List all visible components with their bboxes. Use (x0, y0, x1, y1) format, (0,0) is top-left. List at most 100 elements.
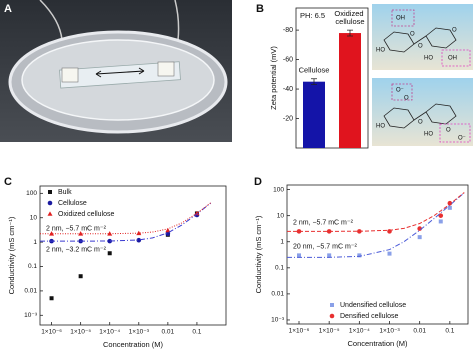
atom-label: OH (448, 56, 457, 62)
y-tick-label: -20 (283, 115, 293, 122)
bar (339, 33, 361, 149)
data-point (447, 200, 453, 206)
x-tick-label: 1×10⁻⁶ (41, 329, 62, 336)
photo (0, 0, 232, 142)
plot-frame (295, 7, 369, 149)
data-point (447, 205, 452, 210)
panel-label: A (4, 3, 12, 15)
atom-label: OH (396, 16, 405, 22)
atom-label: HO (424, 56, 433, 62)
panel-label: B (256, 3, 264, 15)
panel-label: C (4, 176, 12, 188)
x-tick-label: 1×10⁻³ (379, 328, 400, 335)
plot-area (40, 202, 212, 301)
x-tick-label: 1×10⁻⁴ (349, 328, 370, 335)
annotation: 2 nm, −5.7 mC m⁻² (46, 225, 107, 232)
atom-label: O (452, 28, 457, 34)
structure: HO OH O O HO OH O (372, 4, 473, 70)
x-tick-label: 1×10⁻³ (129, 329, 150, 336)
atom-label: O⁻ (396, 88, 404, 94)
annotation: 2 nm, −5.7 mC m⁻² (293, 219, 354, 226)
data-point (107, 238, 113, 244)
atom-label: O (418, 120, 423, 126)
plot-area (287, 192, 465, 258)
panel-label: D (254, 176, 262, 188)
data-point (107, 231, 113, 236)
atom-label: O⁻ (458, 136, 466, 142)
atom-label: O (446, 128, 451, 134)
fit-curve (40, 202, 212, 242)
data-point (327, 253, 332, 258)
atom-label: O (410, 32, 415, 38)
x-axis-title: Concentration (M) (347, 339, 408, 348)
y-tick-label: 10 (277, 212, 285, 219)
y-tick-label: 10⁻³ (24, 312, 38, 319)
atom-label: O (418, 44, 423, 50)
data-point (438, 213, 444, 218)
fit-curve (287, 192, 465, 258)
y-tick-label: -40 (283, 86, 293, 93)
data-point (417, 235, 422, 240)
plot-frame (39, 185, 227, 326)
annotation: 2 nm, −3.2 mC m⁻² (46, 246, 107, 253)
data-point (136, 237, 142, 243)
y-tick-label: 10 (30, 214, 38, 221)
x-tick-label: 0.1 (192, 329, 201, 336)
plot-frame (286, 184, 469, 325)
y-tick-label: 0.1 (275, 265, 284, 272)
y-tick-label: 0.1 (28, 263, 37, 270)
y-axis-title: Conductivity (mS cm⁻¹) (7, 216, 16, 294)
x-tick-label: 1×10⁻⁴ (99, 329, 120, 336)
data-point (49, 296, 54, 301)
legend-label: Cellulose (58, 200, 87, 207)
y-tick-label: -60 (283, 56, 293, 63)
x-tick-label: 1×10⁻⁶ (289, 328, 310, 335)
y-axis-title: Conductivity (mS cm⁻¹) (254, 215, 263, 293)
legend-marker (47, 211, 53, 216)
legend-label: Bulk (58, 189, 72, 196)
category-label: Oxidized cellulose (334, 9, 365, 26)
x-tick-label: 1×10⁻⁵ (70, 329, 91, 336)
x-tick-label: 0.01 (413, 328, 426, 335)
y-tick-label: 1 (280, 238, 284, 245)
data-point (387, 251, 392, 256)
x-tick-label: 0.1 (445, 328, 454, 335)
annotation: 20 nm, −5.7 mC m⁻² (293, 243, 357, 250)
legend-label: Undensified cellulose (340, 302, 406, 309)
y-tick-label: 100 (26, 190, 37, 197)
atom-label: HO (376, 48, 385, 54)
structure: O⁻ O HO O O⁻ HO O (372, 78, 473, 146)
data-point (136, 230, 142, 236)
y-tick-label: 0.01 (24, 288, 37, 295)
data-point (194, 210, 200, 216)
y-tick-label: 100 (273, 186, 284, 193)
bar (303, 81, 325, 148)
data-point (107, 251, 112, 256)
legend-label: Oxidized cellulose (58, 211, 115, 218)
y-axis-title: Zeta potential (mV) (269, 46, 278, 110)
data-point (165, 231, 171, 237)
x-tick-label: 0.01 (162, 329, 175, 336)
atom-label: O (404, 96, 409, 102)
legend-marker (329, 313, 335, 319)
legend-marker (330, 303, 334, 307)
annotation: PH: 6.5 (300, 11, 325, 20)
error-bar (347, 29, 353, 37)
data-point (49, 231, 55, 236)
atom-label: HO (424, 132, 433, 138)
error-bar (311, 78, 317, 86)
legend-marker (47, 200, 53, 206)
data-point (357, 253, 362, 258)
legend-label: Densified cellulose (340, 313, 398, 320)
y-tick-label: -80 (283, 27, 293, 34)
y-tick-label: 0.01 (271, 291, 284, 298)
x-tick-label: 1×10⁻⁵ (319, 328, 340, 335)
category-label: Cellulose (299, 66, 330, 75)
y-tick-label: 1 (33, 239, 37, 246)
data-point (297, 253, 302, 258)
y-tick-label: 10⁻³ (271, 317, 285, 324)
fit-curve (40, 202, 212, 235)
atom-label: HO (376, 124, 385, 130)
